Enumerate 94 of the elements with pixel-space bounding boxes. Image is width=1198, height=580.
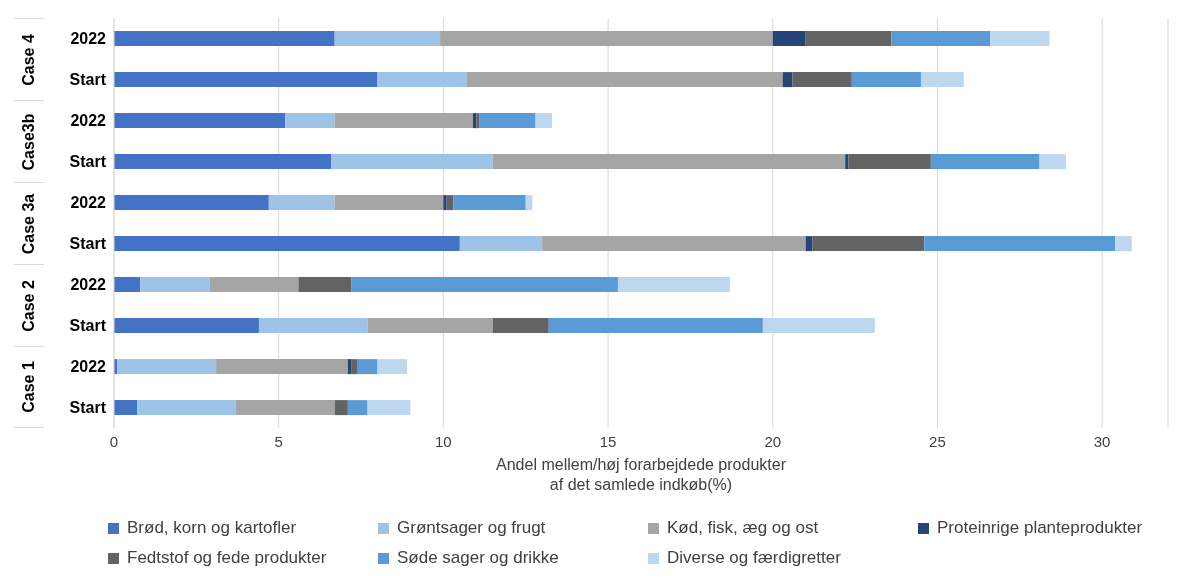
legend-label: Proteinrige planteprodukter <box>937 518 1143 538</box>
bar <box>114 400 138 416</box>
text: Case 3a <box>20 193 38 254</box>
y-tick-label: 2022 <box>70 276 107 294</box>
x-tick-label: 0 <box>109 432 119 450</box>
bar <box>140 277 210 293</box>
bar <box>848 154 931 170</box>
bar <box>443 195 447 211</box>
bar <box>114 277 141 293</box>
bar <box>377 72 467 88</box>
bar <box>114 72 378 88</box>
x-axis-title: Andel mellem/høj forarbejdede produkter af det samlede indkøb(%) <box>496 456 787 493</box>
bar <box>535 113 553 129</box>
bar <box>367 318 493 334</box>
bar <box>762 318 875 334</box>
y-tick-label: 2022 <box>70 194 107 212</box>
bar <box>351 277 618 293</box>
bar <box>357 359 378 375</box>
y-tick-label: Start <box>69 153 107 171</box>
bar <box>805 236 813 252</box>
bar <box>209 277 299 293</box>
bar <box>117 359 217 375</box>
bar <box>792 72 852 88</box>
x-tick-label: 25 <box>929 432 946 450</box>
bar <box>114 113 286 129</box>
bar <box>334 113 474 129</box>
bar <box>459 236 543 252</box>
y-tick-label: Start <box>69 235 107 253</box>
bar <box>617 277 730 293</box>
bar <box>525 195 533 211</box>
bar <box>1039 154 1066 170</box>
bar <box>347 400 368 416</box>
legend-label: Grøntsager og frugt <box>397 518 546 538</box>
bar <box>114 236 460 252</box>
bar <box>334 400 348 416</box>
bar <box>114 195 269 211</box>
bar <box>492 318 549 334</box>
bar <box>479 113 536 129</box>
text: Case 2 <box>20 279 38 332</box>
bar <box>235 400 335 416</box>
bar <box>334 31 441 47</box>
bar <box>334 195 444 211</box>
bar <box>812 236 925 252</box>
text: Case3b <box>20 113 38 170</box>
bar <box>542 236 806 252</box>
bar <box>137 400 236 416</box>
bar <box>446 195 454 211</box>
legend-label: Kød, fisk, æg og ost <box>667 518 819 538</box>
bar <box>891 31 991 47</box>
x-tick-label: 5 <box>274 432 283 450</box>
bar <box>930 154 1040 170</box>
legend-label: Fedtstof og fede produkter <box>127 548 327 568</box>
y-tick-label: Start <box>69 317 107 335</box>
bar <box>114 31 335 47</box>
bar <box>851 72 921 88</box>
bar <box>453 195 526 211</box>
bar <box>347 359 352 375</box>
bar <box>367 400 411 416</box>
bar <box>377 359 408 375</box>
x-tick-label: 15 <box>599 432 617 450</box>
bar <box>990 31 1050 47</box>
x-tick-label: 30 <box>1093 432 1111 450</box>
y-tick-label: Start <box>69 399 107 417</box>
bar <box>268 195 335 211</box>
bar <box>114 154 332 170</box>
bar <box>1115 236 1132 252</box>
bar <box>924 236 1116 252</box>
bar <box>492 154 846 170</box>
bar <box>298 277 352 293</box>
y-tick-label: 2022 <box>70 358 107 376</box>
text: Case 4 <box>20 33 38 86</box>
bar <box>114 318 259 334</box>
bar <box>351 359 358 375</box>
bar <box>331 154 493 170</box>
x-tick-label: 10 <box>435 432 452 450</box>
bar <box>805 31 892 47</box>
y-tick-label: 2022 <box>70 112 107 130</box>
bar <box>772 31 806 47</box>
bar <box>782 72 793 88</box>
y-tick-label: Start <box>69 71 107 89</box>
bar <box>285 113 335 129</box>
bar <box>258 318 368 334</box>
bar <box>216 359 348 375</box>
bar <box>845 154 849 170</box>
y-tick-label: 2022 <box>70 30 107 48</box>
bar <box>920 72 964 88</box>
legend-label: Diverse og færdigretter <box>667 548 841 568</box>
bar <box>548 318 763 334</box>
legend-label: Søde sager og drikke <box>397 548 559 568</box>
x-tick-label: 20 <box>764 432 782 450</box>
legend-label: Brød, korn og kartofler <box>127 518 297 538</box>
bar <box>440 31 773 47</box>
bar <box>466 72 783 88</box>
text: Case 1 <box>20 361 38 413</box>
